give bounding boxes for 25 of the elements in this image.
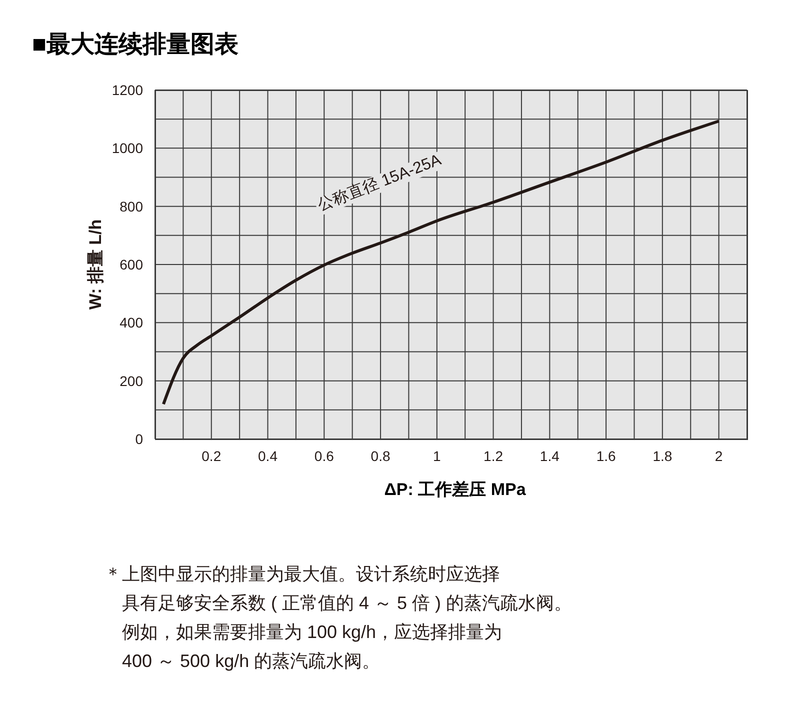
x-axis-title: ΔP: 工作差压 MPa [383, 479, 527, 501]
x-tick-label: 1.4 [540, 448, 560, 464]
y-tick-label: 800 [120, 198, 144, 214]
y-tick-label: 400 [120, 314, 144, 331]
x-tick-label: 1.2 [484, 448, 504, 464]
y-tick-label: 600 [120, 256, 144, 272]
y-tick-label: 1000 [112, 140, 144, 156]
x-tick-label: 0.6 [314, 448, 334, 464]
line-series [162, 120, 720, 406]
text: 例如，如果需要排量为 100 kg/h，应选择排量为 [122, 621, 502, 644]
x-tick-label: 1 [433, 448, 442, 464]
text: ＊上图中显示的排量为最大值。设计系统时应选择 [104, 563, 500, 586]
x-tick-label: 2 [714, 448, 723, 464]
x-tick-label: 0.2 [202, 448, 222, 464]
x-tick-label: 1.6 [596, 448, 616, 464]
chart-title: ■最大连续排量图表 [32, 30, 238, 60]
text: 400 ～ 500 kg/h 的蒸汽疏水阀。 [122, 650, 380, 673]
y-axis-title: W: 排量 L/h [86, 219, 106, 310]
x-tick-label: 1.8 [652, 448, 672, 464]
y-tick-label: 1200 [112, 82, 144, 98]
y-tick-label: 200 [120, 372, 144, 389]
text: 具有足够安全系数 ( 正常值的 4 ～ 5 倍 ) 的蒸汽疏水阀。 [122, 592, 572, 615]
x-tick-label: 0.8 [370, 448, 390, 464]
x-tick-label: 0.4 [258, 448, 278, 464]
y-tick-label: 0 [135, 430, 144, 447]
